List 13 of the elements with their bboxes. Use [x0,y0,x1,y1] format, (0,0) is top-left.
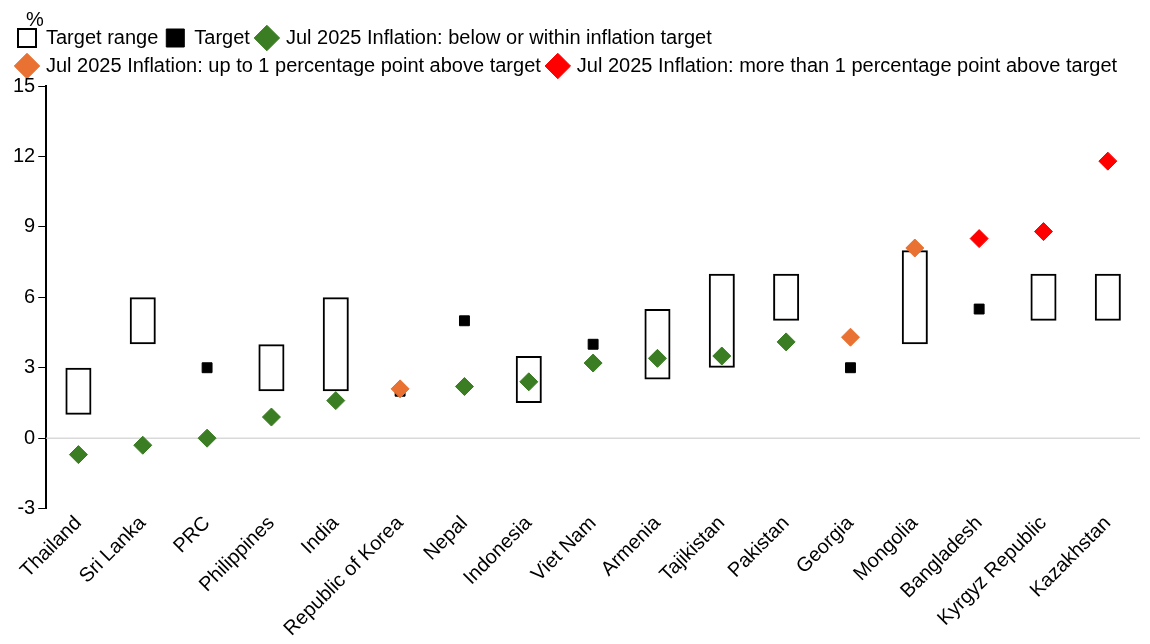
legend-label: Jul 2025 Inflation: below or within inflation target [285,25,713,48]
y-tick-label: -3 [17,496,36,519]
y-tick-label: 12 [13,143,36,166]
legend-label: Jul 2025 Inflation: up to 1 percentage point above target [46,53,542,76]
y-tick-label: 6 [24,284,36,307]
legend-label: Jul 2025 Inflation: more than 1 percentage point above target [576,53,1118,76]
y-tick-label: 0 [24,425,36,448]
y-axis-title: % [26,8,44,31]
legend-label: Target range [46,25,159,48]
y-tick-label: 3 [24,355,36,378]
y-tick-label: 15 [13,73,36,96]
legend-label: Target [194,25,251,48]
y-tick-label: 9 [24,214,36,237]
